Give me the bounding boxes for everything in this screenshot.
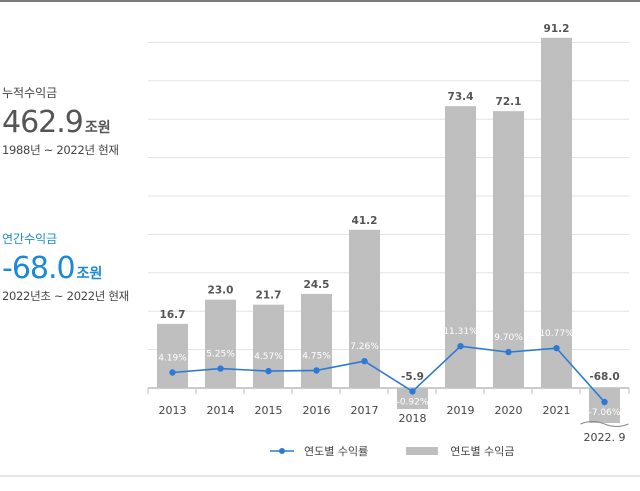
annual-value: -68.0 [2, 251, 76, 286]
rate-line [172, 345, 606, 403]
rate-point [217, 365, 224, 372]
rate-point [361, 357, 368, 365]
bar-value-label: 72.1 [496, 96, 522, 108]
x-tick-label: 2017 [351, 404, 379, 417]
bar-value-label: 16.7 [160, 309, 186, 321]
rate-point [409, 388, 416, 395]
x-tick-label: 2019 [447, 404, 475, 417]
axis-break-icon [580, 421, 629, 427]
x-tick-label: 2014 [207, 404, 235, 417]
rate-label: 7.26% [350, 342, 379, 352]
rate-point [601, 398, 608, 406]
bar-value-label: 91.2 [544, 23, 570, 35]
bar-2020 [493, 111, 524, 389]
cumulative-summary: 누적수익금 462.9 조원 1988년 ~ 2022년 현재 [2, 84, 119, 158]
x-tick-label: 2020 [495, 404, 523, 417]
x-tick-label: 2015 [255, 404, 283, 417]
line-marker-icon [270, 448, 294, 454]
rate-point [457, 342, 464, 350]
bar-value-label: 73.4 [448, 91, 474, 103]
annual-label: 연간수익금 [2, 232, 58, 246]
legend-label-amount: 연도별 수익금 [450, 445, 515, 458]
rate-label: 4.19% [158, 353, 187, 363]
bar-value-label: 41.2 [352, 215, 378, 227]
bar-2018 [397, 388, 428, 409]
bar-2022. 9 [589, 388, 620, 423]
rate-point [313, 367, 320, 374]
rate-point [553, 344, 560, 352]
annual-period: 2022년초 ~ 2022년 현재 [2, 289, 129, 303]
bottom-divider [0, 475, 640, 477]
legend-item-amount: 연도별 수익금 [406, 443, 514, 459]
bar-value-label: -5.9 [401, 371, 424, 383]
x-tick-label: 2013 [159, 404, 187, 417]
cumulative-unit: 조원 [84, 120, 111, 136]
bar-value-label: 23.0 [208, 285, 234, 297]
bar-2013 [157, 323, 188, 388]
rate-point [265, 367, 272, 375]
annual-summary: 연간수익금 -68.0 조원 2022년초 ~ 2022년 현재 [2, 230, 129, 304]
top-border [0, 0, 640, 2]
bar-swatch-icon [406, 447, 439, 455]
x-tick-label: 2016 [303, 404, 331, 417]
bar-value-label: -68.0 [589, 371, 619, 383]
legend-label-rate: 연도별 수익률 [304, 445, 369, 458]
bar-value-label: 24.5 [304, 279, 330, 291]
bar-2014 [205, 299, 236, 388]
x-tick-label: 2022. 9 [584, 431, 626, 444]
legend-item-rate: 연도별 수익률 [270, 443, 368, 459]
bar-2021 [541, 37, 572, 389]
rate-label: -0.92% [397, 397, 429, 407]
rate-label: 10.77% [539, 329, 574, 339]
cumulative-label: 누적수익금 [2, 86, 58, 100]
x-tick-label: 2018 [399, 412, 427, 425]
rate-label: -7.06% [589, 408, 621, 418]
bar-2019 [445, 106, 476, 389]
bar-2016 [301, 293, 332, 388]
rate-point [169, 369, 176, 376]
rate-label: 4.75% [302, 351, 331, 361]
rate-label: 11.31% [443, 327, 478, 337]
cumulative-period: 1988년 ~ 2022년 현재 [2, 143, 119, 157]
rate-label: 5.25% [206, 350, 235, 360]
bar-2015 [253, 304, 284, 388]
rate-point [505, 348, 512, 356]
x-tick-label: 2021 [543, 404, 571, 417]
rate-label: 9.70% [494, 333, 523, 343]
legend: 연도별 수익률 연도별 수익금 [270, 443, 552, 459]
cumulative-value: 462.9 [2, 105, 84, 140]
annual-unit: 조원 [76, 266, 103, 282]
bar-value-label: 21.7 [256, 290, 282, 302]
rate-label: 4.57% [254, 352, 283, 362]
